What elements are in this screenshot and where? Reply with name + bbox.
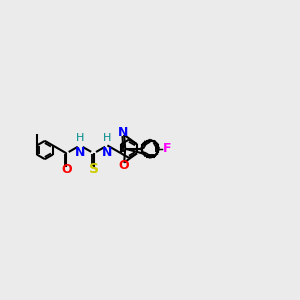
Text: N: N	[118, 126, 128, 139]
Text: O: O	[118, 159, 129, 172]
Text: S: S	[89, 162, 99, 176]
Text: O: O	[61, 163, 72, 176]
Text: H: H	[103, 133, 112, 143]
Text: N: N	[102, 146, 112, 159]
Text: H: H	[76, 133, 84, 143]
Text: N: N	[75, 146, 85, 159]
Text: F: F	[162, 142, 171, 155]
